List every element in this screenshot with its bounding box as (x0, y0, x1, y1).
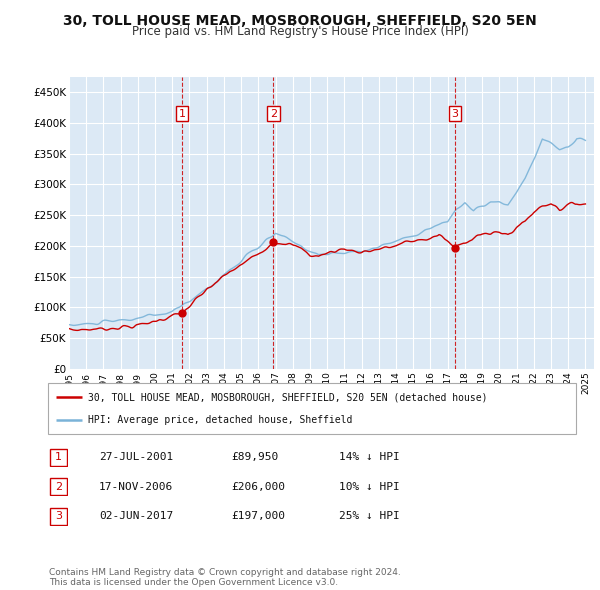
Text: 1: 1 (179, 109, 185, 119)
Text: 1: 1 (55, 453, 62, 462)
Text: 3: 3 (451, 109, 458, 119)
Text: 10% ↓ HPI: 10% ↓ HPI (339, 482, 400, 491)
Text: 30, TOLL HOUSE MEAD, MOSBOROUGH, SHEFFIELD, S20 5EN (detached house): 30, TOLL HOUSE MEAD, MOSBOROUGH, SHEFFIE… (88, 392, 487, 402)
Text: £89,950: £89,950 (231, 453, 278, 462)
Text: Price paid vs. HM Land Registry's House Price Index (HPI): Price paid vs. HM Land Registry's House … (131, 25, 469, 38)
FancyBboxPatch shape (50, 449, 67, 466)
Text: 14% ↓ HPI: 14% ↓ HPI (339, 453, 400, 462)
FancyBboxPatch shape (50, 508, 67, 525)
Text: Contains HM Land Registry data © Crown copyright and database right 2024.
This d: Contains HM Land Registry data © Crown c… (49, 568, 401, 587)
Text: HPI: Average price, detached house, Sheffield: HPI: Average price, detached house, Shef… (88, 415, 352, 425)
Text: 17-NOV-2006: 17-NOV-2006 (99, 482, 173, 491)
Text: £206,000: £206,000 (231, 482, 285, 491)
Text: 02-JUN-2017: 02-JUN-2017 (99, 512, 173, 521)
Text: 3: 3 (55, 512, 62, 521)
FancyBboxPatch shape (50, 478, 67, 495)
Text: 30, TOLL HOUSE MEAD, MOSBOROUGH, SHEFFIELD, S20 5EN: 30, TOLL HOUSE MEAD, MOSBOROUGH, SHEFFIE… (63, 14, 537, 28)
Text: 27-JUL-2001: 27-JUL-2001 (99, 453, 173, 462)
Text: 2: 2 (270, 109, 277, 119)
Text: 25% ↓ HPI: 25% ↓ HPI (339, 512, 400, 521)
Text: £197,000: £197,000 (231, 512, 285, 521)
Text: 2: 2 (55, 482, 62, 491)
